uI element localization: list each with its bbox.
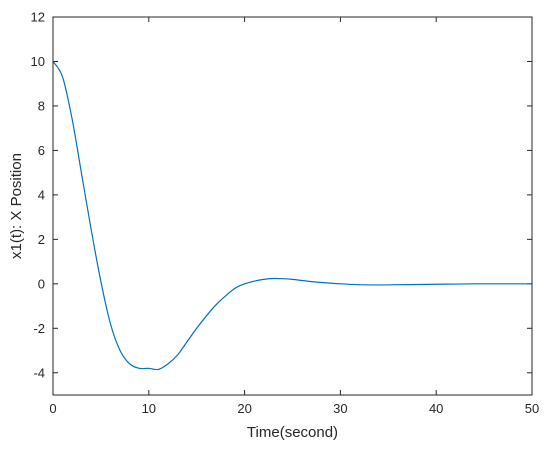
x-axis-label: Time(second): [247, 424, 338, 441]
y-tick-label: 6: [38, 143, 45, 158]
series-line-1: [52, 61, 532, 371]
x-tick-label: 20: [237, 401, 251, 416]
y-tick-label: -2: [33, 321, 45, 336]
x-tick-label: 50: [525, 401, 539, 416]
x-tick-label: 10: [142, 401, 156, 416]
series-layer: [52, 61, 532, 371]
y-tick-label: -4: [33, 365, 45, 380]
y-tick-label: 12: [31, 10, 45, 25]
y-tick-label: 10: [31, 54, 45, 69]
y-tick-label: 8: [38, 98, 45, 113]
x-tick-label: 40: [429, 401, 443, 416]
axes-frame: [52, 16, 533, 396]
y-tick-label: 4: [38, 187, 45, 202]
y-tick-label: 0: [38, 276, 45, 291]
y-axis-ticks: -4 -2 0 2 4 6 8 10 12: [31, 10, 532, 380]
x-tick-label: 0: [49, 401, 56, 416]
x-tick-label: 30: [333, 401, 347, 416]
y-tick-label: 2: [38, 232, 45, 247]
y-axis-label: x1(t): X Position: [8, 153, 25, 259]
x-axis-ticks: 0 10 20 30 40 50: [49, 17, 539, 416]
